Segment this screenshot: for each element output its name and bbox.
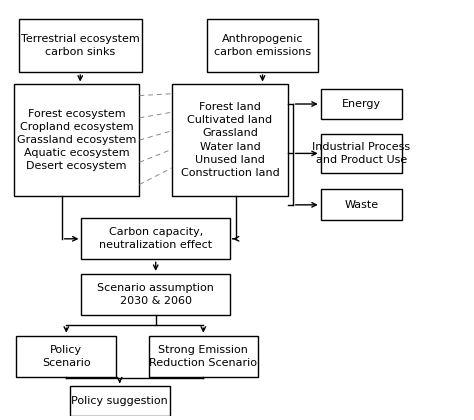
FancyBboxPatch shape: [16, 336, 116, 377]
FancyBboxPatch shape: [172, 84, 288, 196]
FancyBboxPatch shape: [320, 89, 402, 119]
Text: Strong Emission
Reduction Scenario: Strong Emission Reduction Scenario: [149, 344, 257, 368]
FancyBboxPatch shape: [82, 218, 230, 260]
FancyBboxPatch shape: [320, 134, 402, 173]
Text: Industrial Process
and Product Use: Industrial Process and Product Use: [312, 142, 410, 165]
Text: Forest ecosystem
Cropland ecosystem
Grassland ecosystem
Aquatic ecosystem
Desert: Forest ecosystem Cropland ecosystem Gras…: [17, 109, 137, 171]
Text: Waste: Waste: [344, 200, 378, 210]
FancyBboxPatch shape: [14, 84, 139, 196]
Text: Policy
Scenario: Policy Scenario: [42, 344, 91, 368]
FancyBboxPatch shape: [18, 18, 142, 72]
Text: Carbon capacity,
neutralization effect: Carbon capacity, neutralization effect: [99, 227, 212, 250]
Text: Policy suggestion: Policy suggestion: [71, 396, 168, 406]
Text: Forest land
Cultivated land
Grassland
Water land
Unused land
Construction land: Forest land Cultivated land Grassland Wa…: [181, 102, 279, 178]
FancyBboxPatch shape: [82, 274, 230, 315]
FancyBboxPatch shape: [320, 189, 402, 220]
FancyBboxPatch shape: [70, 386, 170, 416]
Text: Energy: Energy: [342, 99, 381, 109]
Text: Anthropogenic
carbon emissions: Anthropogenic carbon emissions: [214, 34, 311, 57]
Text: Scenario assumption
2030 & 2060: Scenario assumption 2030 & 2060: [97, 283, 214, 306]
FancyBboxPatch shape: [207, 18, 319, 72]
FancyBboxPatch shape: [149, 336, 258, 377]
Text: Terrestrial ecosystem
carbon sinks: Terrestrial ecosystem carbon sinks: [21, 34, 140, 57]
